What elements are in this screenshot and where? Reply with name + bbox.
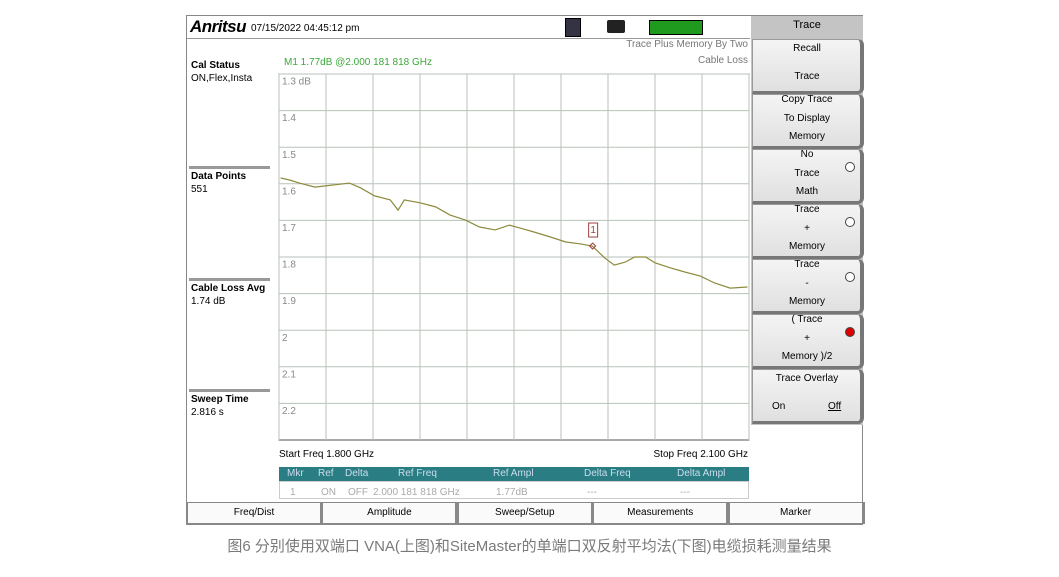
trace-mode: Trace Plus Memory By Two <box>626 39 748 50</box>
softkey-text: Math <box>795 186 819 197</box>
logo: Anritsu <box>190 17 247 36</box>
measurement: Cable Loss <box>697 55 748 66</box>
caption: 图6 分别使用双端口 VNA(上图)和SiteMaster的单端口双反射平均法(… <box>227 538 832 555</box>
radio-selected <box>845 327 855 337</box>
timestamp: 07/15/2022 04:45:12 pm <box>251 23 360 34</box>
marker <box>588 242 597 250</box>
softkey-text: Trace Overlay <box>775 373 839 384</box>
radio <box>845 162 855 172</box>
tab[interactable]: Freq/Dist <box>187 502 323 524</box>
table-header-bar <box>279 467 749 481</box>
status-value: 2.816 s <box>191 407 224 418</box>
tab[interactable]: Measurements <box>593 502 730 524</box>
y-tick-label: 2 <box>282 333 288 344</box>
softkey-text: + <box>804 332 810 344</box>
softkey-option: On <box>772 401 786 412</box>
softkey-text: - <box>805 277 809 289</box>
table-cell: 2.000 181 818 GHz <box>373 487 460 498</box>
softkey-text: ( Trace <box>791 314 823 325</box>
softkey-text: To Display <box>783 112 831 124</box>
status-value: 551 <box>191 184 208 195</box>
y-tick-label: 1.3 dB <box>282 77 311 88</box>
table-cell: ON <box>321 487 336 498</box>
table-header: Ref Ampl <box>493 468 534 479</box>
radio <box>845 217 855 227</box>
status-label: Cal Status <box>191 60 240 71</box>
marker-readout: M1 1.77dB @2.000 181 818 GHz <box>284 57 433 68</box>
softkey-option: Off <box>828 401 842 412</box>
softkey-text: Memory <box>788 131 826 142</box>
softkey-text: Memory )/2 <box>781 351 833 362</box>
softkey-button[interactable] <box>752 314 864 369</box>
y-tick-label: 2.1 <box>282 369 296 380</box>
separator <box>189 389 270 392</box>
y-tick-label: 1.5 <box>282 150 296 161</box>
battery-icon <box>649 20 703 35</box>
softkey-text: Memory <box>788 296 826 307</box>
softkey-text: Copy Trace <box>781 94 833 105</box>
tab[interactable]: Sweep/Setup <box>457 502 594 524</box>
separator <box>189 166 270 169</box>
y-tick-label: 1.7 <box>282 223 296 234</box>
table-header: Delta Freq <box>584 468 631 479</box>
softkey-text: Memory <box>788 241 826 252</box>
table-cell: 1 <box>290 487 296 498</box>
camera-icon <box>607 20 625 33</box>
start-freq: Start Freq 1.800 GHz <box>279 449 375 460</box>
table-cell: OFF <box>348 487 368 498</box>
softkey-text: Trace <box>794 71 820 82</box>
stop-freq: Stop Freq 2.100 GHz <box>653 449 749 460</box>
tab[interactable]: Amplitude <box>322 502 459 524</box>
table-cell: 1.77dB <box>496 487 528 498</box>
marker-label: 1 <box>590 225 596 236</box>
status-label: Data Points <box>191 171 247 182</box>
table-cell: --- <box>680 487 690 498</box>
softkey-text: Trace <box>794 204 820 215</box>
softkey-button[interactable] <box>752 259 864 314</box>
y-tick-label: 1.8 <box>282 260 296 271</box>
trace <box>280 177 748 289</box>
table-header: Delta <box>345 468 369 479</box>
marker-box <box>588 222 599 238</box>
table-header: Mkr <box>287 468 304 479</box>
table-header: Ref <box>318 468 334 479</box>
status-label: Cable Loss Avg <box>191 283 266 294</box>
softkey-text: Trace <box>794 259 820 270</box>
softkey-title: Trace <box>793 19 821 31</box>
softkey-text: Trace <box>794 167 820 179</box>
softkey-button[interactable] <box>752 149 864 204</box>
table-header: Ref Freq <box>398 468 437 479</box>
softkey-button[interactable] <box>752 94 864 149</box>
softkey-button[interactable] <box>752 204 864 259</box>
softkey-text: Recall <box>793 43 821 54</box>
softkey-button[interactable] <box>752 369 864 424</box>
save-icon <box>565 18 581 37</box>
table-row-bar <box>279 481 749 499</box>
y-tick-label: 1.6 <box>282 186 296 197</box>
table-header: Delta Ampl <box>677 468 726 479</box>
status-value: ON,Flex,Insta <box>191 73 253 84</box>
status-label: Sweep Time <box>191 394 249 405</box>
table-cell: --- <box>587 487 597 498</box>
y-tick-label: 1.4 <box>282 113 296 124</box>
radio <box>845 272 855 282</box>
separator <box>189 278 270 281</box>
tab[interactable]: Marker <box>728 502 865 524</box>
y-tick-label: 2.2 <box>282 406 296 417</box>
y-tick-label: 1.9 <box>282 296 296 307</box>
softkey-text: No <box>800 149 814 160</box>
softkey-button[interactable] <box>752 39 864 94</box>
softkey-text: + <box>804 222 810 234</box>
status-value: 1.74 dB <box>191 296 226 307</box>
